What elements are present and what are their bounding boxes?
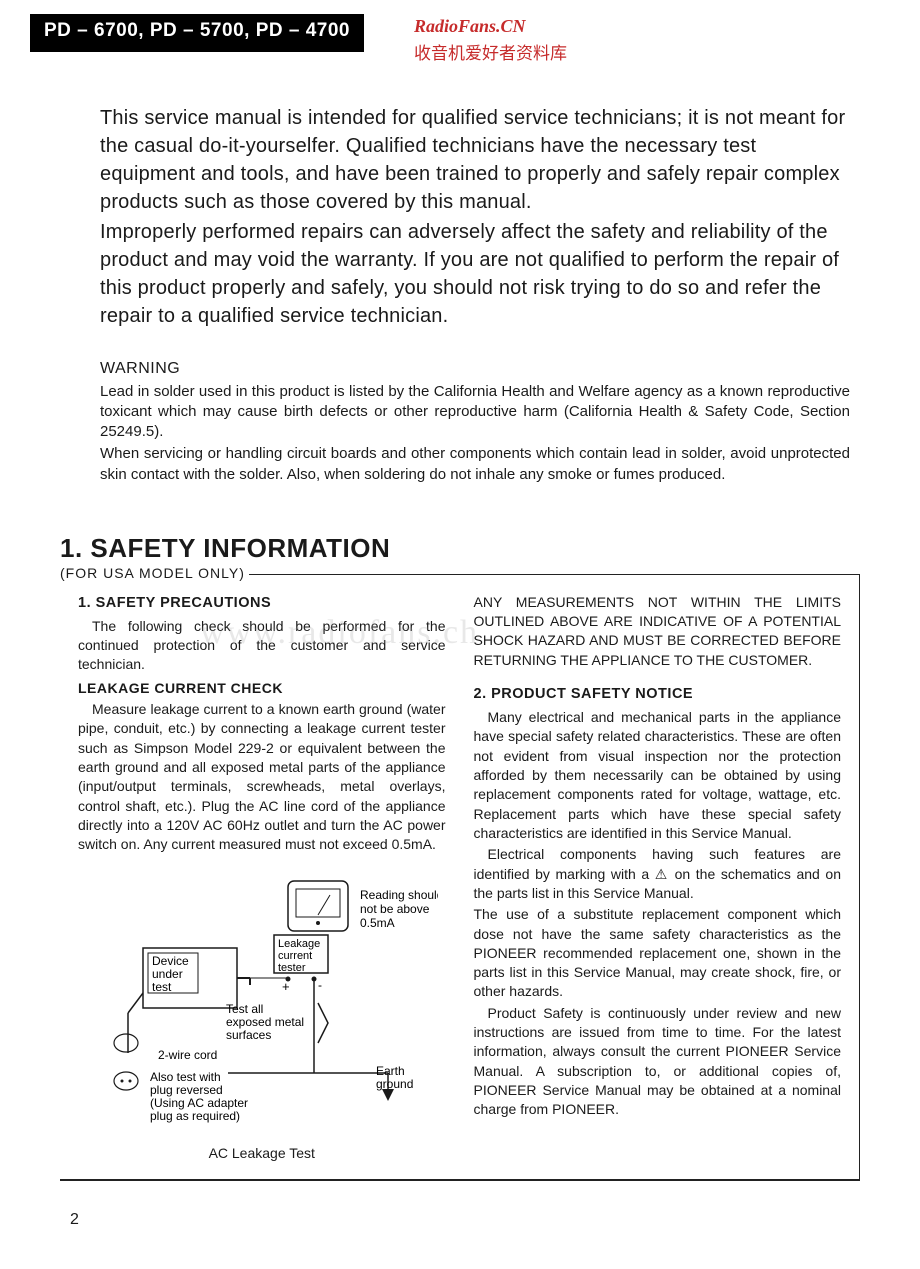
svg-text:exposed metal: exposed metal (226, 1015, 304, 1029)
svg-text:-: - (318, 978, 322, 992)
svg-text:Device: Device (152, 954, 189, 968)
svg-text:Earth: Earth (376, 1064, 405, 1078)
svg-text:tester: tester (278, 962, 306, 974)
svg-text:current: current (278, 950, 312, 962)
right-p3: Electrical components having such featur… (474, 845, 842, 903)
page-number: 2 (70, 1211, 890, 1229)
svg-text:not be above: not be above (360, 902, 430, 916)
header-row: PD – 6700, PD – 5700, PD – 4700 RadioFan… (30, 14, 890, 64)
safety-box: 1. SAFETY PRECAUTIONS The following chec… (60, 574, 860, 1181)
svg-text:Reading should: Reading should (360, 888, 438, 902)
right-p5: Product Safety is continuously under rev… (474, 1004, 842, 1120)
model-bar: PD – 6700, PD – 5700, PD – 4700 (30, 14, 364, 52)
svg-text:Leakage: Leakage (278, 938, 320, 950)
left-p1: The following check should be performed … (78, 617, 446, 675)
svg-text:0.5mA: 0.5mA (360, 916, 395, 930)
right-p4: The use of a substitute replacement comp… (474, 905, 842, 1002)
warning-block: WARNING Lead in solder used in this prod… (100, 358, 850, 485)
svg-text:plug as required): plug as required) (150, 1109, 240, 1123)
svg-text:plug reversed: plug reversed (150, 1083, 223, 1097)
intro-p2: Improperly performed repairs can adverse… (100, 218, 850, 330)
svg-text:under: under (152, 967, 183, 981)
intro-block: This service manual is intended for qual… (100, 104, 850, 330)
watermark-line2: 收音机爱好者资料库 (414, 39, 567, 64)
right-column: ANY MEASUREMENTS NOT WITHIN THE LIMITS O… (474, 593, 842, 1163)
svg-text:Test all: Test all (226, 1002, 263, 1016)
safety-box-wrap: (FOR USA MODEL ONLY) www.radiofans.ch 1.… (60, 574, 860, 1181)
product-safety-heading: 2. PRODUCT SAFETY NOTICE (474, 684, 842, 704)
svg-text:+: + (282, 979, 290, 994)
diagram-caption: AC Leakage Test (78, 1144, 446, 1163)
svg-text:2-wire cord: 2-wire cord (158, 1048, 217, 1062)
leakage-test-svg: Reading should not be above 0.5mA Leakag… (78, 873, 438, 1133)
watermark: RadioFans.CN 收音机爱好者资料库 (414, 16, 567, 64)
right-p1: ANY MEASUREMENTS NOT WITHIN THE LIMITS O… (474, 593, 842, 670)
svg-text:Also test with: Also test with (150, 1070, 221, 1084)
svg-text:(Using AC adapter: (Using AC adapter (150, 1096, 248, 1110)
warning-title: WARNING (100, 358, 850, 380)
safety-precautions-heading: 1. SAFETY PRECAUTIONS (78, 593, 446, 613)
intro-p1: This service manual is intended for qual… (100, 104, 850, 216)
warning-p1: Lead in solder used in this product is l… (100, 382, 850, 443)
left-p2: Measure leakage current to a known earth… (78, 700, 446, 855)
diagram: Reading should not be above 0.5mA Leakag… (78, 873, 446, 1164)
box-legend: (FOR USA MODEL ONLY) (60, 565, 249, 581)
svg-text:test: test (152, 980, 172, 994)
left-column: 1. SAFETY PRECAUTIONS The following chec… (78, 593, 446, 1163)
right-p2: Many electrical and mechanical parts in … (474, 708, 842, 843)
svg-text:ground: ground (376, 1077, 413, 1091)
warning-p2: When servicing or handling circuit board… (100, 444, 850, 485)
leakage-check-heading: LEAKAGE CURRENT CHECK (78, 679, 446, 698)
section-title: 1. SAFETY INFORMATION (60, 533, 890, 564)
svg-text:surfaces: surfaces (226, 1028, 271, 1042)
watermark-line1: RadioFans.CN (414, 16, 567, 37)
